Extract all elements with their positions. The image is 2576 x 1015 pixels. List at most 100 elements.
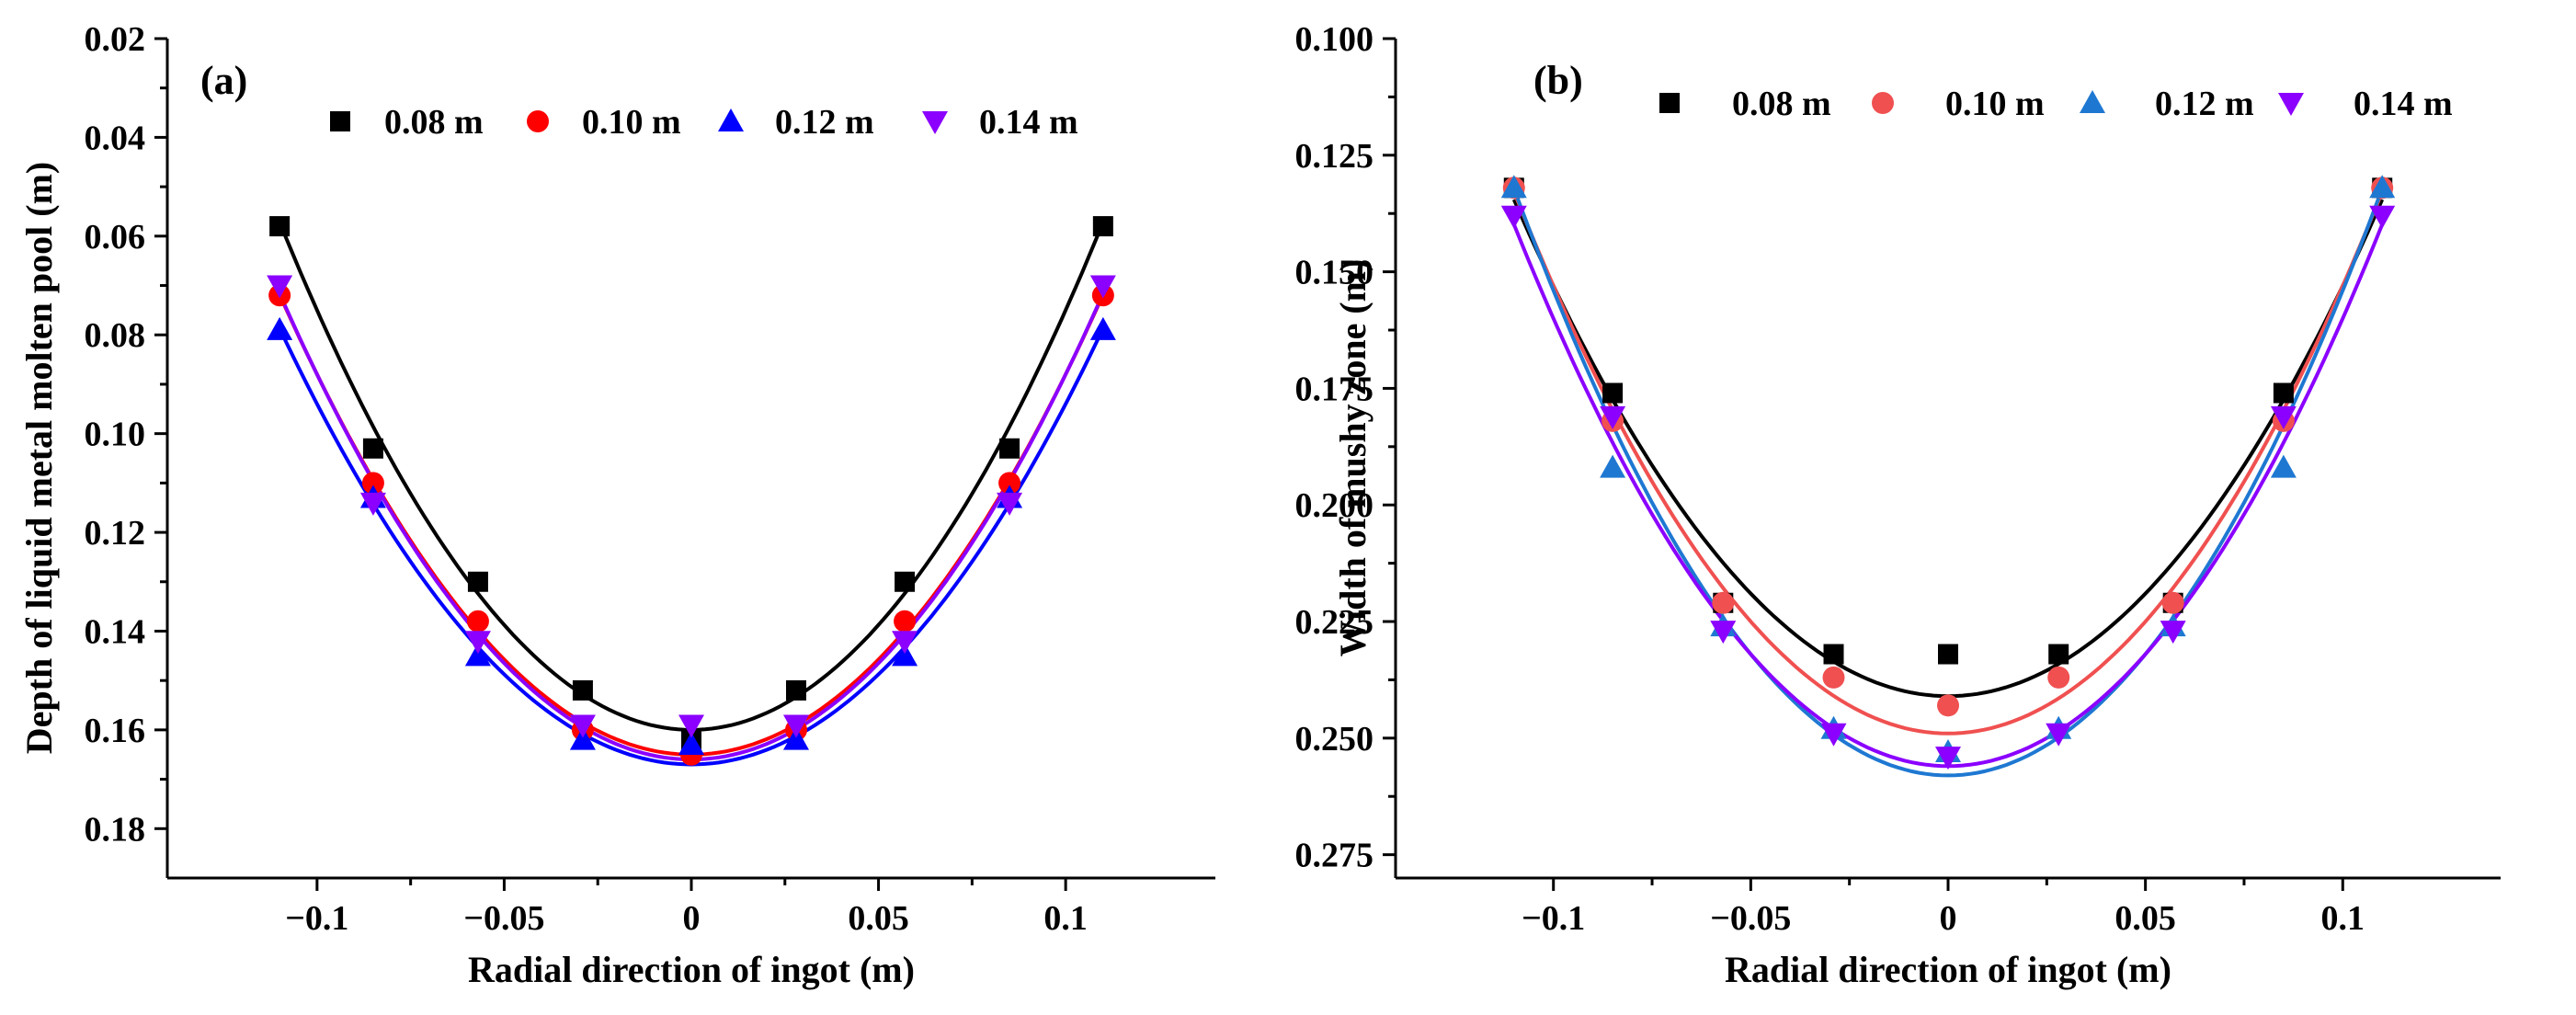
legend-marker — [922, 111, 948, 134]
data-point-010 — [894, 610, 917, 633]
data-point-010 — [2047, 666, 2070, 689]
y-tick-label: 0.12 — [85, 514, 146, 553]
data-point-008 — [2273, 382, 2294, 404]
fit-curve-008 — [278, 221, 1105, 732]
fit-curve-008 — [1511, 199, 2385, 699]
data-point-008 — [2048, 644, 2069, 665]
data-point-014 — [1820, 723, 1847, 747]
x-tick-label: −0.1 — [285, 899, 348, 938]
x-tick-label: 0.05 — [848, 899, 909, 938]
data-point-014 — [783, 714, 809, 738]
data-point-012 — [1500, 175, 1527, 199]
data-point-012 — [569, 726, 596, 750]
data-point-008 — [572, 679, 593, 701]
y-tick-label: 0.225 — [1295, 603, 1374, 642]
panel-label: (a) — [200, 58, 247, 103]
x-axis-title: Radial direction of ingot (m) — [468, 949, 915, 990]
y-tick-label: 0.02 — [85, 20, 146, 59]
data-point-012 — [2270, 454, 2297, 478]
y-tick-label: 0.250 — [1295, 720, 1374, 758]
legend-label: 0.12 m — [775, 103, 874, 142]
data-point-008 — [895, 571, 916, 592]
legend-label: 0.08 m — [384, 103, 484, 142]
data-point-010 — [998, 472, 1021, 495]
legend-marker — [2278, 93, 2304, 116]
legend-label: 0.10 m — [582, 103, 681, 142]
data-point-010 — [2161, 591, 2184, 614]
data-point-010 — [1712, 591, 1735, 614]
legend-label: 0.14 m — [2354, 85, 2453, 123]
x-tick-label: 0 — [683, 899, 701, 938]
x-axis-title: Radial direction of ingot (m) — [1725, 949, 2171, 990]
data-point-014 — [1089, 275, 1116, 299]
legend-label: 0.14 m — [979, 103, 1078, 142]
y-tick-label: 0.100 — [1295, 20, 1374, 59]
data-point-010 — [466, 610, 489, 633]
data-point-014 — [569, 714, 596, 738]
y-tick-label: 0.16 — [85, 712, 146, 750]
fit-curve-010 — [1511, 190, 2385, 736]
panel-b: −0.1 −0.05 0 0.05 0.1 0.100 0.125 0.150 0.175 0.2… — [1295, 20, 2501, 990]
legend-marker — [330, 111, 350, 131]
fit-curve-012 — [278, 327, 1105, 767]
legend-marker — [2080, 90, 2105, 113]
data-point-008 — [467, 571, 488, 592]
data-point-012 — [783, 726, 809, 750]
data-point-012 — [267, 316, 293, 340]
data-point-010 — [1822, 666, 1845, 689]
data-point-008 — [1938, 644, 1958, 665]
data-point-012 — [2369, 175, 2396, 199]
data-point-010 — [1937, 694, 1959, 717]
data-point-008 — [786, 679, 806, 701]
x-tick-label: 0.1 — [1043, 899, 1088, 938]
data-point-012 — [892, 643, 918, 667]
data-point-014 — [678, 714, 704, 738]
y-tick-label: 0.18 — [85, 810, 146, 849]
data-point-014 — [1710, 621, 1737, 644]
y-tick-label: 0.06 — [85, 218, 146, 257]
data-point-014 — [359, 492, 386, 516]
data-point-014 — [997, 492, 1023, 516]
x-tick-label: 0.05 — [2114, 899, 2176, 938]
data-point-014 — [1500, 205, 1527, 229]
legend-marker — [1659, 93, 1680, 113]
data-point-008 — [269, 216, 291, 237]
y-tick-label: 0.175 — [1295, 370, 1374, 408]
y-tick-label: 0.14 — [85, 612, 146, 651]
legend-marker — [718, 108, 744, 131]
fit-curve-014 — [1511, 223, 2385, 769]
legend-marker — [527, 110, 549, 132]
legend-label: 0.08 m — [1732, 85, 1831, 123]
data-point-014 — [2369, 205, 2396, 229]
data-point-014 — [2160, 621, 2186, 644]
data-point-014 — [892, 631, 918, 655]
data-point-014 — [267, 275, 293, 299]
y-tick-label: 0.125 — [1295, 137, 1374, 176]
panel-label: (b) — [1533, 58, 1583, 103]
legend-label: 0.10 m — [1945, 85, 2045, 123]
data-point-012 — [1600, 454, 1626, 478]
x-tick-label: 0.1 — [2321, 899, 2365, 938]
y-tick-label: 0.08 — [85, 316, 146, 355]
data-point-008 — [362, 438, 383, 459]
y-tick-label: 0.10 — [85, 416, 146, 454]
y-axis-title: Width of mushy zone (m) — [1332, 259, 1373, 657]
data-point-010 — [361, 472, 384, 495]
data-point-008 — [999, 438, 1020, 459]
y-tick-label: 0.150 — [1295, 254, 1374, 292]
data-point-014 — [1935, 747, 1961, 770]
data-point-014 — [2270, 405, 2297, 429]
panel-a: −0.1 −0.05 0 0.05 0.1 0.02 0.04 0.06 0.08 0.10 0.1… — [18, 20, 1215, 990]
data-point-014 — [1600, 405, 1626, 429]
fit-curve-012 — [1511, 188, 2385, 778]
data-point-012 — [464, 643, 491, 667]
x-tick-label: 0 — [1940, 899, 1957, 938]
legend-label: 0.12 m — [2155, 85, 2254, 123]
data-point-012 — [1089, 316, 1116, 340]
y-tick-label: 0.04 — [85, 119, 146, 157]
x-tick-label: −0.05 — [463, 899, 544, 938]
data-point-014 — [2046, 723, 2072, 747]
x-tick-label: −0.05 — [1710, 899, 1791, 938]
y-axis-title: Depth of liquid metal molten pool (m) — [18, 162, 60, 754]
